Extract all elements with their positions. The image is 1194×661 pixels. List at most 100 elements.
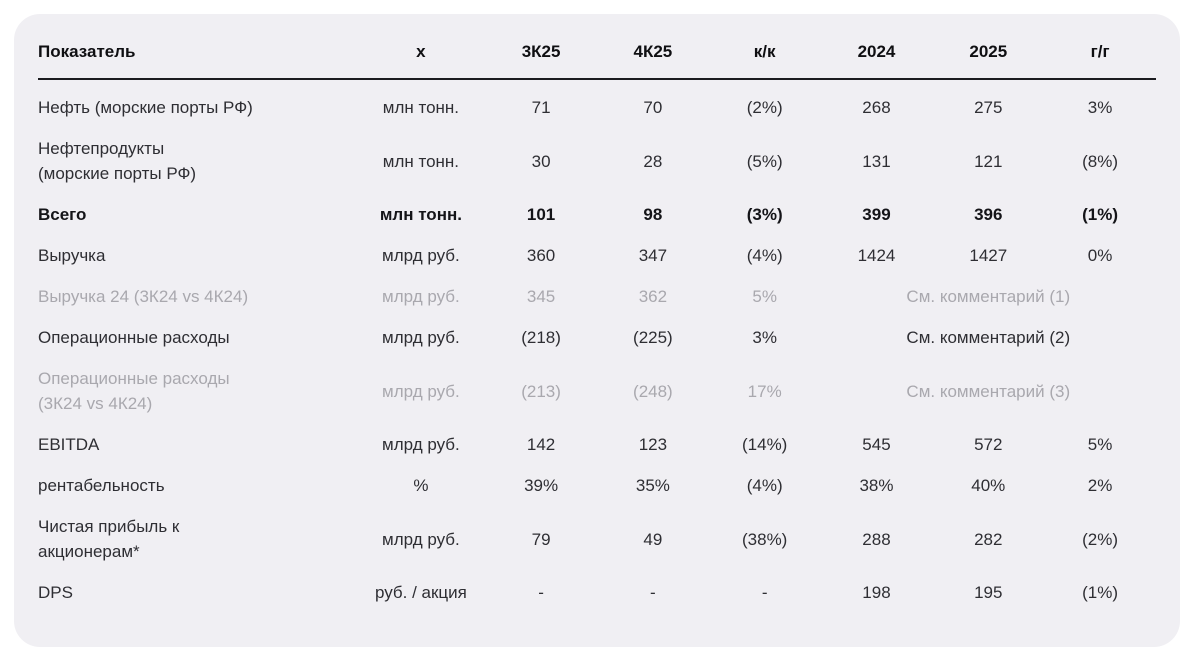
metric-name: Чистая прибыль к акционерам*	[38, 517, 180, 561]
value-qoq: -	[761, 583, 768, 602]
metric-name: Нефть (морские порты РФ)	[38, 98, 253, 117]
comment-reference: См. комментарий (3)	[906, 381, 1071, 401]
row-operating-expenses: Операционные расходы млрд руб. (218) (22…	[38, 317, 1156, 358]
value-4k25: 123	[638, 435, 668, 454]
results-table-card: Показатель x 3К25 4К25 к/к 2024 2025 г/г…	[14, 14, 1180, 647]
metric-unit: млн тонн.	[382, 151, 460, 171]
metric-name: EBITDA	[38, 435, 100, 454]
metric-unit: млрд руб.	[382, 435, 460, 454]
comment-reference: См. комментарий (1)	[906, 287, 1071, 306]
value-2025: 275	[974, 98, 1003, 117]
value-qoq: 5%	[752, 287, 777, 306]
value-3k25: (213)	[521, 381, 561, 401]
metric-name: Выручка 24 (3К24 vs 4К24)	[38, 287, 249, 306]
col-header-yoy: г/г	[1044, 38, 1156, 80]
value-2024: 1424	[857, 246, 896, 265]
metric-unit: млн тонн.	[379, 205, 462, 224]
value-2025: 195	[974, 583, 1003, 602]
value-3k25: 360	[526, 246, 556, 265]
value-yoy: (8%)	[1082, 151, 1119, 171]
value-3k25: 345	[526, 287, 556, 306]
col-header-metric: Показатель	[38, 38, 357, 80]
row-total: Всего млн тонн. 101 98 (3%) 399 396 (1%)	[38, 194, 1156, 235]
row-margin: рентабельность % 39% 35% (4%) 38% 40% 2%	[38, 465, 1156, 506]
row-net-profit: Чистая прибыль к акционерам* млрд руб. 7…	[38, 506, 1156, 572]
value-yoy: 2%	[1087, 476, 1113, 495]
value-3k25: -	[538, 583, 544, 602]
metric-unit: млрд руб.	[382, 287, 460, 306]
row-revenue: Выручка млрд руб. 360 347 (4%) 1424 1427…	[38, 235, 1156, 276]
value-yoy: (1%)	[1082, 583, 1119, 602]
value-qoq: (4%)	[746, 246, 783, 265]
value-2024: 268	[862, 98, 891, 117]
value-3k25: (218)	[521, 328, 561, 347]
value-qoq: (4%)	[746, 476, 783, 495]
value-qoq: (5%)	[746, 151, 783, 171]
value-4k25: (225)	[633, 328, 673, 347]
col-header-2024: 2024	[820, 38, 933, 80]
value-4k25: (248)	[633, 381, 673, 401]
row-dps: DPS руб. / акция - - - 198 195 (1%)	[38, 572, 1156, 613]
metric-unit: млрд руб.	[382, 381, 460, 401]
metric-name: Всего	[38, 205, 87, 224]
col-header-3k25: 3К25	[485, 38, 597, 80]
comment-reference: См. комментарий (2)	[906, 328, 1071, 347]
value-2024: 399	[862, 205, 891, 224]
metric-name: Выручка	[38, 246, 106, 265]
value-2025: 396	[974, 205, 1003, 224]
col-header-qoq: к/к	[708, 38, 821, 80]
metric-unit: руб. / акция	[374, 583, 467, 602]
value-4k25: -	[650, 583, 656, 602]
value-3k25: 71	[531, 98, 551, 117]
metric-name: Операционные расходы (3К24 vs 4К24)	[38, 369, 230, 413]
value-4k25: 28	[643, 151, 663, 171]
value-4k25: 49	[643, 529, 663, 549]
value-4k25: 35%	[635, 476, 670, 495]
value-4k25: 347	[638, 246, 668, 265]
value-yoy: 5%	[1087, 435, 1113, 454]
metric-name: Операционные расходы	[38, 328, 230, 347]
metric-unit: млрд руб.	[382, 246, 460, 265]
value-3k25: 142	[526, 435, 556, 454]
value-2024: 38%	[859, 476, 894, 495]
value-2024: 545	[862, 435, 891, 454]
col-header-4k25: 4К25	[596, 38, 709, 80]
header-row: Показатель x 3К25 4К25 к/к 2024 2025 г/г	[38, 38, 1156, 80]
col-header-unit: x	[356, 38, 486, 80]
value-3k25: 30	[531, 151, 551, 171]
value-yoy: (2%)	[1082, 529, 1119, 549]
value-yoy: (1%)	[1082, 205, 1119, 224]
value-4k25: 98	[643, 205, 663, 224]
row-oil: Нефть (морские порты РФ) млн тонн. 71 70…	[38, 79, 1156, 128]
value-4k25: 362	[638, 287, 668, 306]
metric-unit: млн тонн.	[382, 98, 460, 117]
metric-unit: %	[413, 476, 429, 495]
value-2024: 131	[862, 151, 891, 171]
metric-unit: млрд руб.	[382, 328, 460, 347]
row-oil-products: Нефтепродукты (морские порты РФ) млн тон…	[38, 128, 1156, 194]
value-2024: 288	[862, 529, 891, 549]
metric-name: рентабельность	[38, 476, 165, 495]
value-2025: 1427	[969, 246, 1008, 265]
value-3k25: 79	[531, 529, 551, 549]
metric-name: DPS	[38, 583, 73, 602]
value-2025: 40%	[971, 476, 1006, 495]
value-2025: 572	[974, 435, 1003, 454]
value-qoq: (2%)	[746, 98, 783, 117]
value-2025: 282	[974, 529, 1003, 549]
value-yoy: 0%	[1087, 246, 1113, 265]
value-3k25: 39%	[524, 476, 559, 495]
metric-unit: млрд руб.	[382, 529, 460, 549]
value-qoq: (14%)	[742, 435, 788, 454]
row-operating-expenses-2024-comparison: Операционные расходы (3К24 vs 4К24) млрд…	[38, 358, 1156, 424]
row-ebitda: EBITDA млрд руб. 142 123 (14%) 545 572 5…	[38, 424, 1156, 465]
value-qoq: 3%	[752, 328, 777, 347]
col-header-2025: 2025	[932, 38, 1045, 80]
value-3k25: 101	[526, 205, 556, 224]
financial-results-table: Показатель x 3К25 4К25 к/к 2024 2025 г/г…	[38, 38, 1156, 613]
metric-name: Нефтепродукты (морские порты РФ)	[38, 139, 197, 183]
value-yoy: 3%	[1087, 98, 1113, 117]
value-2025: 121	[974, 151, 1003, 171]
value-2024: 198	[862, 583, 891, 602]
value-4k25: 70	[643, 98, 663, 117]
